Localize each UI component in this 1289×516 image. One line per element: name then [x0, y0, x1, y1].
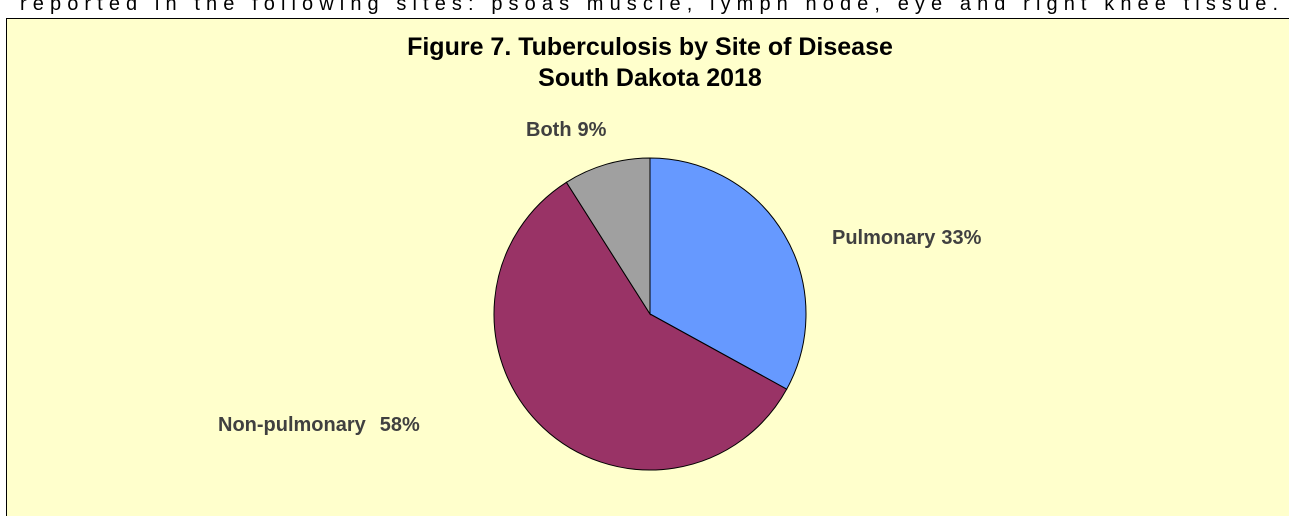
slice-label: Both 9%: [526, 119, 607, 141]
pie-slice: [649, 157, 807, 390]
slice-value: 33%: [941, 227, 981, 249]
slice-value: 9%: [578, 119, 607, 141]
chart-title: South Dakota 2018: [538, 64, 762, 92]
slice-label: Non-pulmonary 58%: [218, 414, 420, 436]
chart-title: Figure 7. Tuberculosis by Site of Diseas…: [407, 33, 893, 61]
pie-slice: [565, 157, 651, 316]
slice-name: Non-pulmonary: [218, 414, 367, 436]
slice-label: Pulmonary 33%: [832, 227, 982, 249]
body-text: reported in the following sites: psoas m…: [20, 0, 1278, 15]
slice-name: Pulmonary: [832, 227, 936, 249]
slice-name: Both: [526, 119, 572, 141]
slice-value: 58%: [380, 414, 420, 436]
pie-slice: [493, 181, 788, 471]
